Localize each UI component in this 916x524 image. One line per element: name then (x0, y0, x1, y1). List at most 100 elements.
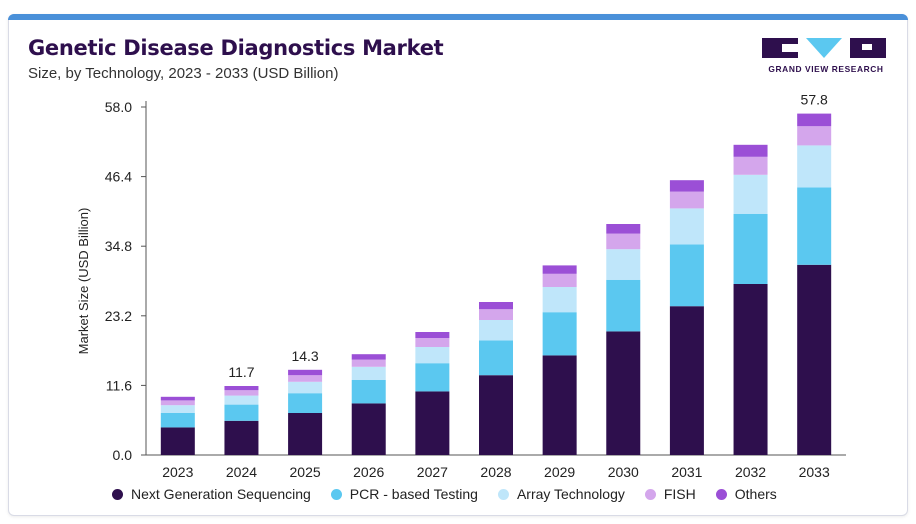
bar-segment-2025-fish (288, 375, 323, 382)
accent-bar (8, 14, 908, 20)
total-label-2024: 11.7 (228, 364, 254, 380)
logo-notch-left (782, 44, 798, 52)
legend-item: Next Generation Sequencing (112, 486, 311, 502)
bar-segment-2029-pcr-based-testing (542, 312, 577, 356)
bar-segment-2031-pcr-based-testing (669, 244, 704, 307)
bar-segment-2027-pcr-based-testing (415, 363, 450, 392)
legend: Next Generation Sequencing PCR - based Te… (112, 486, 777, 502)
legend-item: PCR - based Testing (330, 486, 478, 502)
y-tick-label: 11.6 (106, 377, 132, 393)
x-tick-label: 2029 (544, 464, 575, 480)
bar-segment-2032-others (733, 144, 768, 157)
bar-segment-2023-array-technology (160, 405, 195, 413)
brand-name: GRAND VIEW RESEARCH (768, 64, 884, 74)
bar-segment-2032-fish (733, 156, 768, 175)
legend-label: FISH (663, 486, 696, 502)
x-tick-label: 2023 (162, 464, 193, 480)
bar-segment-2025-array-technology (288, 381, 323, 394)
bar-segment-2028-pcr-based-testing (479, 340, 513, 376)
bar-segment-2028-next-generation-sequencing (479, 375, 513, 455)
bar-segment-2023-others (160, 396, 195, 401)
bar-segment-2031-array-technology (669, 208, 704, 245)
legend-swatch (112, 488, 123, 500)
bar-segment-2030-pcr-based-testing (606, 279, 641, 332)
bar-segment-2029-array-technology (542, 287, 577, 313)
logo-chevron (806, 38, 842, 58)
x-tick-label: 2026 (353, 464, 384, 480)
chart-title: Genetic Disease Diagnostics Market (28, 36, 444, 60)
y-axis-title: Market Size (USD Billion) (76, 208, 91, 355)
bar-segment-2031-next-generation-sequencing (669, 306, 704, 455)
y-tick-label: 46.4 (105, 169, 132, 185)
legend-item: Others (715, 486, 777, 502)
legend-label: Array Technology (516, 486, 625, 502)
bar-segment-2025-pcr-based-testing (288, 393, 323, 413)
bar-segment-2026-others (351, 354, 386, 360)
x-tick-label: 2031 (671, 464, 702, 480)
bar-segment-2029-others (542, 265, 577, 274)
bar-segment-2026-array-technology (351, 366, 386, 380)
grand-view-research-logo (762, 38, 886, 58)
legend-swatch (330, 488, 342, 500)
bar-segment-2033-fish (797, 126, 832, 146)
legend-item: Array Technology (497, 486, 625, 502)
bar-segment-2033-others (797, 113, 832, 127)
bar-segment-2031-others (669, 180, 704, 192)
x-tick-label: 2032 (735, 464, 766, 480)
legend-label: PCR - based Testing (349, 486, 478, 502)
bar-segment-2029-next-generation-sequencing (542, 355, 577, 455)
bar-segment-2032-pcr-based-testing (733, 213, 768, 284)
x-tick-label: 2033 (799, 464, 830, 480)
logo-cut-right (862, 44, 872, 50)
legend-label: Next Generation Sequencing (131, 486, 311, 502)
bar-segment-2024-next-generation-sequencing (224, 420, 259, 455)
y-tick-label: 23.2 (105, 308, 132, 324)
bar-segment-2029-fish (542, 273, 577, 287)
bar-segment-2033-array-technology (797, 145, 832, 188)
x-tick-label: 2027 (417, 464, 448, 480)
bar-segment-2023-fish (160, 400, 195, 406)
legend-swatch (644, 488, 656, 500)
bar-segment-2024-others (224, 386, 259, 391)
bar-segment-2026-fish (351, 359, 386, 367)
bar-segment-2024-fish (224, 390, 259, 396)
legend-label: Others (734, 486, 777, 502)
total-label-2025: 14.3 (291, 348, 318, 364)
bar-segment-2028-fish (479, 309, 513, 320)
bar-segment-2024-array-technology (224, 395, 259, 405)
bar-segment-2027-fish (415, 338, 450, 347)
bar-segment-2027-array-technology (415, 347, 450, 364)
legend-item: FISH (644, 486, 696, 502)
bar-segment-2027-others (415, 332, 450, 338)
bar-segment-2025-next-generation-sequencing (288, 413, 323, 455)
bar-segment-2032-next-generation-sequencing (733, 284, 768, 455)
bar-segment-2033-next-generation-sequencing (797, 264, 832, 455)
chart-subtitle: Size, by Technology, 2023 - 2033 (USD Bi… (28, 65, 339, 82)
legend-swatch (715, 488, 727, 500)
logo-block-left (762, 38, 798, 58)
bar-segment-2025-others (288, 369, 323, 376)
bar-segment-2023-pcr-based-testing (160, 413, 195, 428)
x-tick-label: 2028 (480, 464, 511, 480)
bar-segment-2030-fish (606, 233, 641, 250)
bar-segment-2028-array-technology (479, 320, 513, 341)
bar-segment-2028-others (479, 302, 513, 310)
y-tick-label: 34.8 (105, 238, 132, 254)
bar-segment-2023-next-generation-sequencing (160, 427, 195, 455)
bar-segment-2027-next-generation-sequencing (415, 391, 450, 455)
y-tick-label: 58.0 (105, 99, 132, 115)
bar-segment-2031-fish (669, 191, 704, 209)
bar-segment-2032-array-technology (733, 174, 768, 214)
x-tick-label: 2030 (608, 464, 639, 480)
bar-segment-2026-next-generation-sequencing (351, 403, 386, 455)
bar-segment-2030-others (606, 224, 641, 234)
bar-segment-2024-pcr-based-testing (224, 404, 259, 421)
bar-segment-2030-array-technology (606, 249, 641, 280)
bar-segment-2030-next-generation-sequencing (606, 331, 641, 455)
x-tick-label: 2025 (290, 464, 321, 480)
y-tick-label: 0.0 (113, 447, 133, 463)
x-tick-label: 2024 (226, 464, 257, 480)
legend-swatch (497, 488, 509, 500)
total-label-2033: 57.8 (801, 92, 828, 108)
